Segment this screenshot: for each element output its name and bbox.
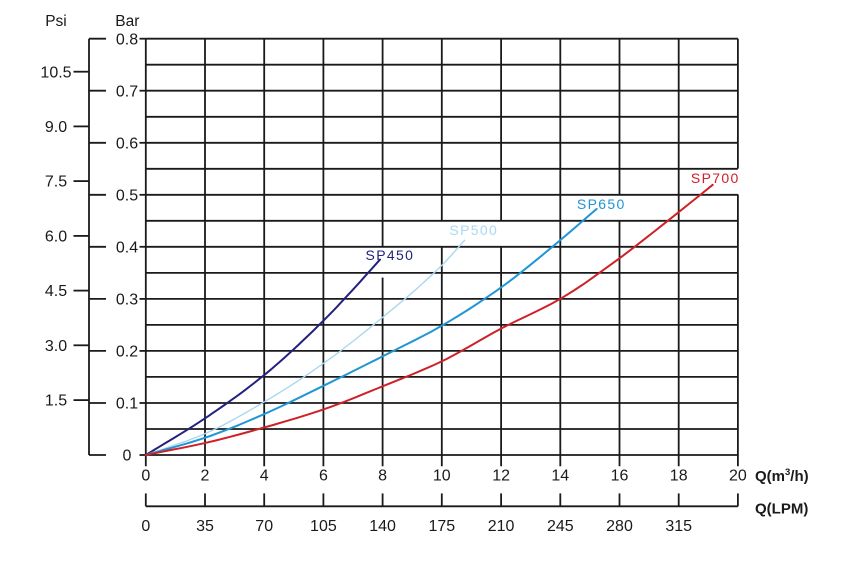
svg-text:140: 140 <box>369 518 396 535</box>
svg-text:35: 35 <box>196 518 214 535</box>
svg-text:0.4: 0.4 <box>116 239 138 256</box>
svg-text:SP700: SP700 <box>691 170 740 186</box>
svg-text:Psi: Psi <box>45 13 67 30</box>
svg-text:4.5: 4.5 <box>45 283 67 300</box>
svg-text:8: 8 <box>378 468 387 485</box>
svg-text:0: 0 <box>141 518 150 535</box>
svg-text:0.6: 0.6 <box>116 135 138 152</box>
svg-text:0.2: 0.2 <box>116 344 138 361</box>
svg-text:2: 2 <box>201 468 210 485</box>
svg-text:SP500: SP500 <box>449 222 498 238</box>
svg-text:315: 315 <box>665 518 692 535</box>
svg-text:10: 10 <box>433 468 451 485</box>
svg-text:6.0: 6.0 <box>45 229 67 246</box>
svg-text:6: 6 <box>319 468 328 485</box>
svg-text:12: 12 <box>492 468 510 485</box>
svg-text:SP450: SP450 <box>366 247 415 263</box>
svg-text:1.5: 1.5 <box>45 393 67 410</box>
svg-text:280: 280 <box>606 518 633 535</box>
svg-text:14: 14 <box>551 468 569 485</box>
svg-text:0.7: 0.7 <box>116 83 138 100</box>
svg-text:0: 0 <box>123 448 132 465</box>
svg-text:4: 4 <box>260 468 269 485</box>
svg-text:7.5: 7.5 <box>45 174 67 191</box>
svg-text:Bar: Bar <box>115 13 139 30</box>
svg-text:0: 0 <box>141 468 150 485</box>
svg-text:210: 210 <box>488 518 515 535</box>
svg-text:105: 105 <box>310 518 337 535</box>
svg-text:70: 70 <box>255 518 273 535</box>
svg-text:245: 245 <box>547 518 574 535</box>
svg-text:Q(LPM): Q(LPM) <box>755 501 808 518</box>
svg-text:0.5: 0.5 <box>116 187 138 204</box>
svg-text:0.1: 0.1 <box>116 396 138 413</box>
svg-text:175: 175 <box>428 518 455 535</box>
svg-text:3.0: 3.0 <box>45 338 67 355</box>
svg-text:16: 16 <box>611 468 629 485</box>
svg-text:20: 20 <box>729 468 747 485</box>
svg-text:SP650: SP650 <box>577 196 626 212</box>
svg-text:0.3: 0.3 <box>116 292 138 309</box>
svg-text:18: 18 <box>670 468 688 485</box>
svg-text:10.5: 10.5 <box>40 64 71 81</box>
svg-text:9.0: 9.0 <box>45 119 67 136</box>
svg-text:Q(m3/h): Q(m3/h) <box>755 467 809 485</box>
svg-text:0.8: 0.8 <box>116 31 138 48</box>
